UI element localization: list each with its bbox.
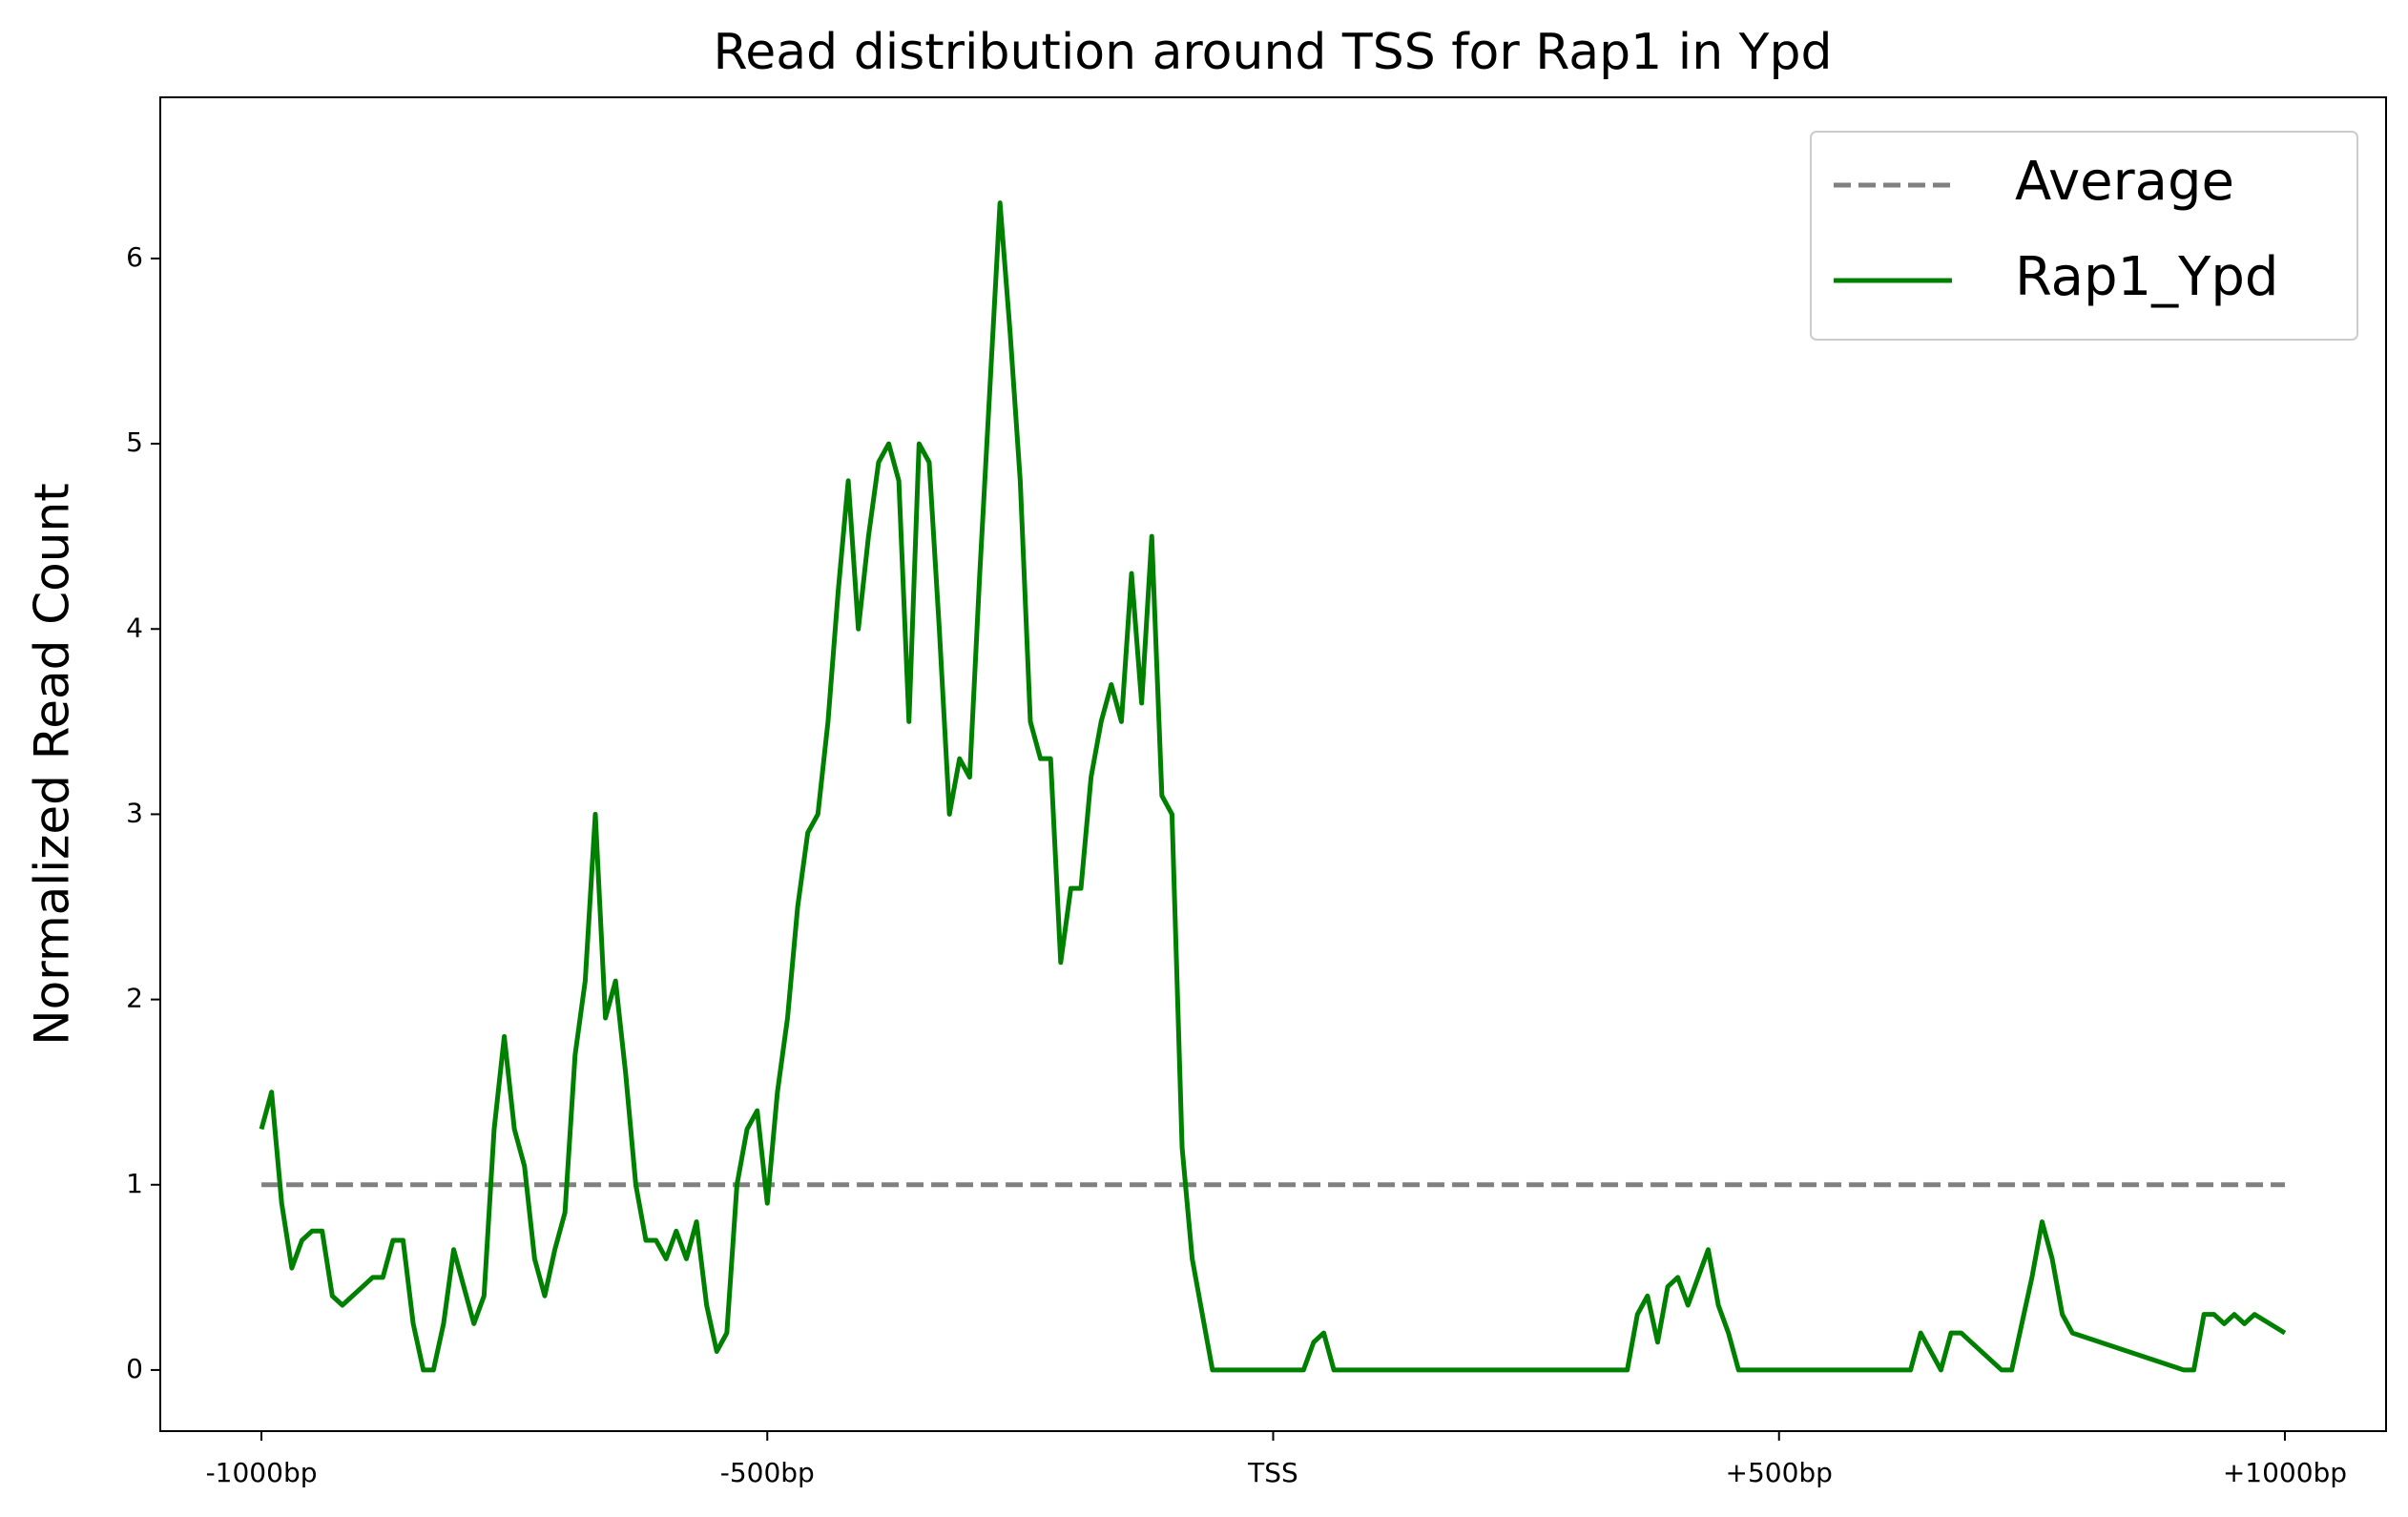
- y-axis-label: Normalized Read Count: [25, 483, 80, 1045]
- legend: Average Rap1_Ypd: [1810, 131, 2358, 341]
- y-tick-label: 5: [126, 426, 143, 458]
- x-tick-label: -500bp: [720, 1457, 815, 1488]
- x-tick-label: +500bp: [1726, 1457, 1833, 1488]
- y-tick-label: 2: [126, 983, 143, 1014]
- y-tick-label: 4: [126, 612, 143, 643]
- x-tick-label: -1000bp: [206, 1457, 318, 1488]
- x-tick-label: TSS: [1247, 1457, 1298, 1488]
- y-tick-label: 3: [126, 797, 143, 828]
- y-tick-label: 0: [126, 1353, 143, 1384]
- y-tick-label: 6: [126, 241, 143, 273]
- y-tick-label: 1: [126, 1168, 143, 1199]
- legend-label: Average: [2015, 151, 2234, 213]
- x-tick-label: +1000bp: [2223, 1457, 2347, 1488]
- chart-title: Read distribution around TSS for Rap1 in…: [714, 24, 1833, 81]
- data-line: [259, 200, 2287, 1373]
- legend-label: Rap1_Ypd: [2015, 246, 2278, 308]
- plot-frame: [159, 96, 2387, 1432]
